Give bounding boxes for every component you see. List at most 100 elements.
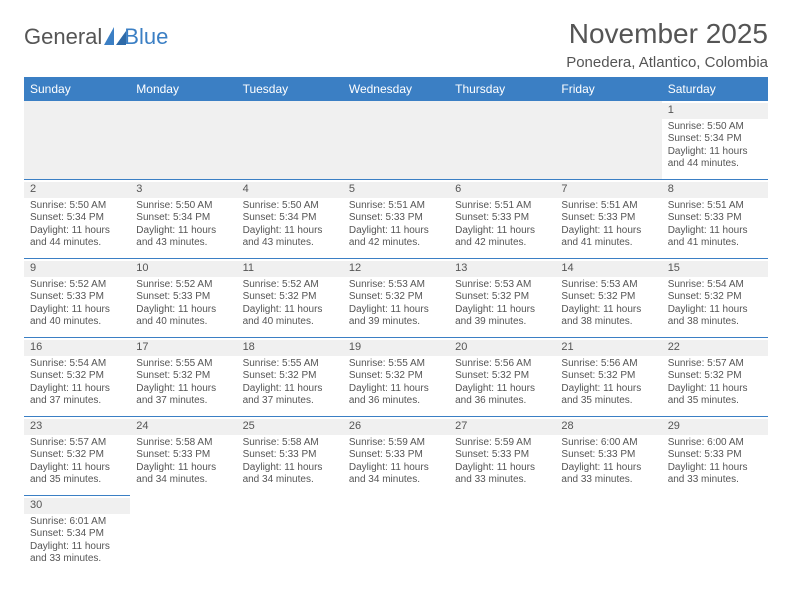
calendar-day-cell: 18Sunrise: 5:55 AMSunset: 5:32 PMDayligh… [237, 338, 343, 417]
calendar-blank-cell [555, 101, 661, 180]
day-number: 20 [449, 340, 555, 356]
calendar-day-cell: 6Sunrise: 5:51 AMSunset: 5:33 PMDaylight… [449, 180, 555, 259]
brand-logo: General Blue [24, 24, 168, 50]
day-number: 10 [130, 261, 236, 277]
day-d2: and 42 minutes. [455, 237, 549, 250]
day-d2: and 43 minutes. [136, 237, 230, 250]
day-sunset: Sunset: 5:33 PM [349, 212, 443, 225]
day-d1: Daylight: 11 hours [561, 225, 655, 238]
day-sunset: Sunset: 5:32 PM [136, 370, 230, 383]
calendar-body: 1Sunrise: 5:50 AMSunset: 5:34 PMDaylight… [24, 101, 768, 574]
calendar-day-cell: 11Sunrise: 5:52 AMSunset: 5:32 PMDayligh… [237, 259, 343, 338]
logo-text-2: Blue [124, 24, 168, 50]
calendar-blank-cell [662, 496, 768, 575]
day-sunset: Sunset: 5:33 PM [136, 449, 230, 462]
day-d1: Daylight: 11 hours [668, 462, 762, 475]
calendar-week: 1Sunrise: 5:50 AMSunset: 5:34 PMDaylight… [24, 101, 768, 180]
day-header: Thursday [449, 77, 555, 101]
day-number: 26 [343, 419, 449, 435]
day-d2: and 34 minutes. [243, 474, 337, 487]
day-sunrise: Sunrise: 5:59 AM [349, 437, 443, 450]
calendar-day-cell: 16Sunrise: 5:54 AMSunset: 5:32 PMDayligh… [24, 338, 130, 417]
day-sunrise: Sunrise: 5:58 AM [136, 437, 230, 450]
page-header: General Blue November 2025 Ponedera, Atl… [24, 18, 768, 71]
day-sunrise: Sunrise: 5:50 AM [243, 200, 337, 213]
calendar-day-cell: 15Sunrise: 5:54 AMSunset: 5:32 PMDayligh… [662, 259, 768, 338]
day-number: 11 [237, 261, 343, 277]
day-d1: Daylight: 11 hours [455, 225, 549, 238]
day-sunset: Sunset: 5:33 PM [455, 449, 549, 462]
calendar-blank-cell [449, 496, 555, 575]
day-d2: and 33 minutes. [455, 474, 549, 487]
day-d1: Daylight: 11 hours [349, 304, 443, 317]
day-sunset: Sunset: 5:33 PM [668, 212, 762, 225]
calendar-week: 23Sunrise: 5:57 AMSunset: 5:32 PMDayligh… [24, 417, 768, 496]
day-sunset: Sunset: 5:32 PM [243, 370, 337, 383]
day-d1: Daylight: 11 hours [243, 304, 337, 317]
calendar-day-cell: 4Sunrise: 5:50 AMSunset: 5:34 PMDaylight… [237, 180, 343, 259]
day-d2: and 38 minutes. [561, 316, 655, 329]
day-d2: and 39 minutes. [455, 316, 549, 329]
day-number: 7 [555, 182, 661, 198]
day-d2: and 44 minutes. [30, 237, 124, 250]
calendar-day-cell: 12Sunrise: 5:53 AMSunset: 5:32 PMDayligh… [343, 259, 449, 338]
calendar-blank-cell [237, 496, 343, 575]
day-number: 23 [24, 419, 130, 435]
calendar-header-row: SundayMondayTuesdayWednesdayThursdayFrid… [24, 77, 768, 101]
day-d1: Daylight: 11 hours [668, 146, 762, 159]
calendar-day-cell: 24Sunrise: 5:58 AMSunset: 5:33 PMDayligh… [130, 417, 236, 496]
day-d2: and 33 minutes. [668, 474, 762, 487]
day-sunset: Sunset: 5:34 PM [30, 528, 124, 541]
day-d2: and 34 minutes. [349, 474, 443, 487]
day-d1: Daylight: 11 hours [30, 541, 124, 554]
calendar-day-cell: 19Sunrise: 5:55 AMSunset: 5:32 PMDayligh… [343, 338, 449, 417]
calendar-week: 30Sunrise: 6:01 AMSunset: 5:34 PMDayligh… [24, 496, 768, 575]
calendar-day-cell: 2Sunrise: 5:50 AMSunset: 5:34 PMDaylight… [24, 180, 130, 259]
day-number: 8 [662, 182, 768, 198]
day-sunset: Sunset: 5:33 PM [561, 449, 655, 462]
calendar-blank-cell [343, 101, 449, 180]
day-sunset: Sunset: 5:33 PM [243, 449, 337, 462]
day-sunrise: Sunrise: 5:53 AM [349, 279, 443, 292]
calendar-day-cell: 9Sunrise: 5:52 AMSunset: 5:33 PMDaylight… [24, 259, 130, 338]
day-number: 14 [555, 261, 661, 277]
day-d1: Daylight: 11 hours [136, 304, 230, 317]
calendar-blank-cell [130, 101, 236, 180]
day-d2: and 43 minutes. [243, 237, 337, 250]
day-sunset: Sunset: 5:32 PM [349, 370, 443, 383]
day-sunrise: Sunrise: 5:55 AM [243, 358, 337, 371]
day-sunrise: Sunrise: 5:54 AM [668, 279, 762, 292]
day-sunset: Sunset: 5:32 PM [561, 291, 655, 304]
day-header: Sunday [24, 77, 130, 101]
calendar-blank-cell [24, 101, 130, 180]
day-number: 16 [24, 340, 130, 356]
day-number: 22 [662, 340, 768, 356]
day-sunrise: Sunrise: 5:57 AM [30, 437, 124, 450]
day-d1: Daylight: 11 hours [243, 225, 337, 238]
day-number: 24 [130, 419, 236, 435]
day-number: 28 [555, 419, 661, 435]
day-number: 17 [130, 340, 236, 356]
day-d2: and 38 minutes. [668, 316, 762, 329]
day-d2: and 39 minutes. [349, 316, 443, 329]
day-number: 12 [343, 261, 449, 277]
day-number: 6 [449, 182, 555, 198]
title-block: November 2025 Ponedera, Atlantico, Colom… [566, 18, 768, 71]
day-d2: and 37 minutes. [30, 395, 124, 408]
day-sunrise: Sunrise: 5:51 AM [668, 200, 762, 213]
calendar-blank-cell [130, 496, 236, 575]
day-sunrise: Sunrise: 5:51 AM [349, 200, 443, 213]
day-sunset: Sunset: 5:32 PM [243, 291, 337, 304]
day-sunrise: Sunrise: 5:50 AM [136, 200, 230, 213]
day-number: 9 [24, 261, 130, 277]
day-d1: Daylight: 11 hours [30, 225, 124, 238]
day-d2: and 36 minutes. [349, 395, 443, 408]
day-d1: Daylight: 11 hours [668, 383, 762, 396]
day-d2: and 40 minutes. [30, 316, 124, 329]
day-d2: and 35 minutes. [30, 474, 124, 487]
calendar-day-cell: 14Sunrise: 5:53 AMSunset: 5:32 PMDayligh… [555, 259, 661, 338]
day-d2: and 37 minutes. [136, 395, 230, 408]
logo-sail-icon [104, 25, 126, 43]
day-d2: and 37 minutes. [243, 395, 337, 408]
day-sunset: Sunset: 5:33 PM [136, 291, 230, 304]
